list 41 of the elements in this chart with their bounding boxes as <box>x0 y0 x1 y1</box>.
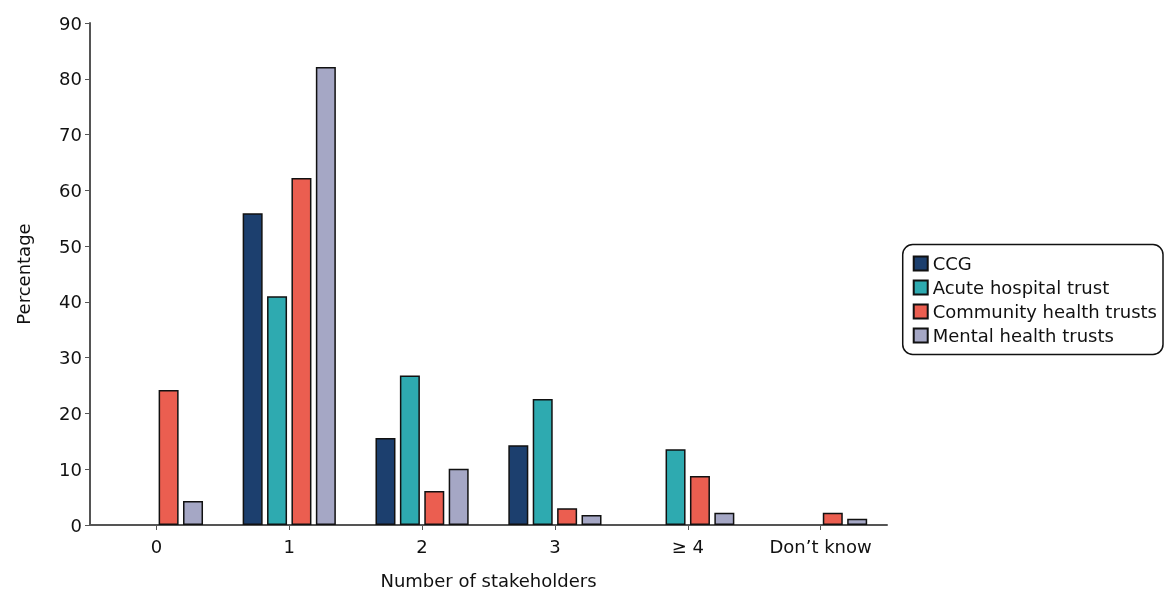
bar <box>508 445 529 525</box>
y-tick-label: 50 <box>59 235 82 257</box>
x-tick-label: 1 <box>283 535 295 557</box>
y-tick-label: 90 <box>59 12 82 34</box>
legend-label: Community health trusts <box>932 301 1157 322</box>
x-tick-label: Don’t know <box>769 535 872 557</box>
y-tick-label: 40 <box>59 291 82 313</box>
bar <box>689 475 710 525</box>
bar <box>267 296 288 525</box>
legend-label: Acute hospital trust <box>932 277 1110 298</box>
bar <box>158 390 179 525</box>
bar <box>291 178 312 525</box>
x-tick-label: 0 <box>150 535 163 557</box>
bar <box>242 213 263 525</box>
bar <box>375 437 396 525</box>
y-tick-label: 30 <box>59 347 82 369</box>
bar <box>315 67 336 525</box>
bar <box>183 501 204 525</box>
y-axis-title: Percentage <box>12 223 34 325</box>
legend-label: CCG <box>932 253 972 274</box>
bar <box>581 514 602 525</box>
x-tick-label: 2 <box>416 535 428 557</box>
x-tick-label: ≥ 4 <box>671 535 704 557</box>
bar <box>532 398 553 525</box>
x-axis-title: Number of stakeholders <box>380 569 597 591</box>
y-tick-label: 10 <box>59 458 82 480</box>
x-tick-label: 3 <box>549 535 561 557</box>
bar <box>448 468 469 525</box>
y-tick-label: 60 <box>59 179 82 201</box>
legend-label: Mental health trusts <box>932 325 1114 346</box>
y-tick-label: 80 <box>59 68 82 90</box>
bar <box>822 512 843 525</box>
bar <box>847 518 868 525</box>
bar <box>557 508 578 525</box>
y-tick-label: 70 <box>59 124 82 146</box>
y-tick-label: 0 <box>70 514 82 536</box>
bar <box>399 375 420 525</box>
y-tick-label: 20 <box>59 402 82 424</box>
bar <box>665 449 686 525</box>
bar <box>424 490 445 525</box>
bar <box>714 512 735 525</box>
